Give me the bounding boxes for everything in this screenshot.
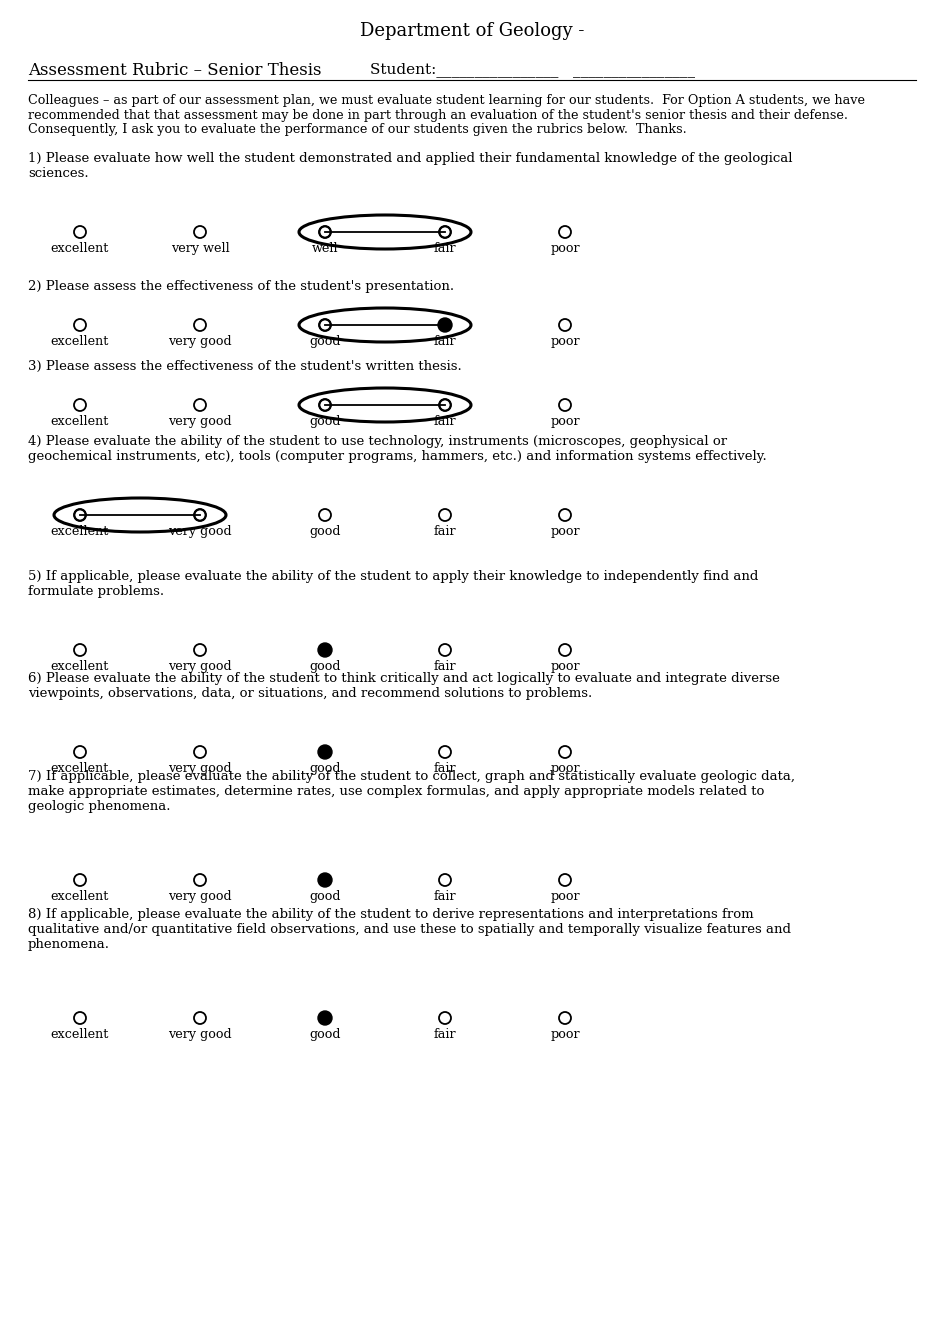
- Circle shape: [318, 745, 332, 760]
- Text: geochemical instruments, etc), tools (computer programs, hammers, etc.) and info: geochemical instruments, etc), tools (co…: [28, 450, 767, 463]
- Text: poor: poor: [550, 414, 580, 428]
- Text: Consequently, I ask you to evaluate the performance of our students given the ru: Consequently, I ask you to evaluate the …: [28, 124, 686, 135]
- Text: 6) Please evaluate the ability of the student to think critically and act logica: 6) Please evaluate the ability of the st…: [28, 672, 780, 685]
- Text: fair: fair: [433, 1028, 456, 1041]
- Text: fair: fair: [433, 242, 456, 255]
- Text: 3) Please assess the effectiveness of the student's written thesis.: 3) Please assess the effectiveness of th…: [28, 360, 462, 373]
- Text: Student:________________   ________________: Student:________________ _______________…: [370, 62, 695, 77]
- Circle shape: [318, 872, 332, 887]
- Text: 8) If applicable, please evaluate the ability of the student to derive represent: 8) If applicable, please evaluate the ab…: [28, 908, 753, 922]
- Text: good: good: [310, 414, 341, 428]
- Text: sciences.: sciences.: [28, 167, 89, 181]
- Circle shape: [438, 317, 452, 332]
- Text: fair: fair: [433, 660, 456, 673]
- Text: poor: poor: [550, 660, 580, 673]
- Text: 5) If applicable, please evaluate the ability of the student to apply their know: 5) If applicable, please evaluate the ab…: [28, 570, 758, 583]
- Text: 1) Please evaluate how well the student demonstrated and applied their fundament: 1) Please evaluate how well the student …: [28, 151, 793, 165]
- Text: good: good: [310, 762, 341, 776]
- Text: poor: poor: [550, 335, 580, 348]
- Text: very good: very good: [168, 335, 232, 348]
- Text: viewpoints, observations, data, or situations, and recommend solutions to proble: viewpoints, observations, data, or situa…: [28, 687, 592, 700]
- Text: good: good: [310, 890, 341, 903]
- Text: very good: very good: [168, 890, 232, 903]
- Circle shape: [318, 1011, 332, 1025]
- Text: poor: poor: [550, 525, 580, 538]
- Text: excellent: excellent: [51, 660, 110, 673]
- Text: good: good: [310, 335, 341, 348]
- Text: good: good: [310, 1028, 341, 1041]
- Text: 4) Please evaluate the ability of the student to use technology, instruments (mi: 4) Please evaluate the ability of the st…: [28, 436, 727, 448]
- Text: 7) If applicable, please evaluate the ability of the student to collect, graph a: 7) If applicable, please evaluate the ab…: [28, 770, 795, 784]
- Text: very well: very well: [171, 242, 229, 255]
- Text: phenomena.: phenomena.: [28, 938, 110, 951]
- Text: qualitative and/or quantitative field observations, and use these to spatially a: qualitative and/or quantitative field ob…: [28, 923, 791, 936]
- Text: fair: fair: [433, 335, 456, 348]
- Text: excellent: excellent: [51, 525, 110, 538]
- Text: excellent: excellent: [51, 414, 110, 428]
- Text: Colleagues – as part of our assessment plan, we must evaluate student learning f: Colleagues – as part of our assessment p…: [28, 94, 865, 108]
- Text: excellent: excellent: [51, 890, 110, 903]
- Text: poor: poor: [550, 762, 580, 776]
- Text: fair: fair: [433, 762, 456, 776]
- Text: geologic phenomena.: geologic phenomena.: [28, 799, 171, 813]
- Text: fair: fair: [433, 414, 456, 428]
- Text: excellent: excellent: [51, 1028, 110, 1041]
- Text: recommended that that assessment may be done in part through an evaluation of th: recommended that that assessment may be …: [28, 109, 848, 121]
- Text: poor: poor: [550, 1028, 580, 1041]
- Text: Assessment Rubric – Senior Thesis: Assessment Rubric – Senior Thesis: [28, 62, 322, 78]
- Text: make appropriate estimates, determine rates, use complex formulas, and apply app: make appropriate estimates, determine ra…: [28, 785, 765, 798]
- Text: very good: very good: [168, 1028, 232, 1041]
- Text: well: well: [312, 242, 338, 255]
- Text: Department of Geology -: Department of Geology -: [360, 23, 584, 40]
- Text: very good: very good: [168, 525, 232, 538]
- Text: fair: fair: [433, 890, 456, 903]
- Text: excellent: excellent: [51, 335, 110, 348]
- Text: fair: fair: [433, 525, 456, 538]
- Text: good: good: [310, 660, 341, 673]
- Text: very good: very good: [168, 414, 232, 428]
- Text: very good: very good: [168, 660, 232, 673]
- Circle shape: [318, 643, 332, 657]
- Text: excellent: excellent: [51, 242, 110, 255]
- Text: 2) Please assess the effectiveness of the student's presentation.: 2) Please assess the effectiveness of th…: [28, 280, 454, 293]
- Text: excellent: excellent: [51, 762, 110, 776]
- Text: formulate problems.: formulate problems.: [28, 586, 164, 598]
- Text: poor: poor: [550, 242, 580, 255]
- Text: poor: poor: [550, 890, 580, 903]
- Text: very good: very good: [168, 762, 232, 776]
- Text: good: good: [310, 525, 341, 538]
